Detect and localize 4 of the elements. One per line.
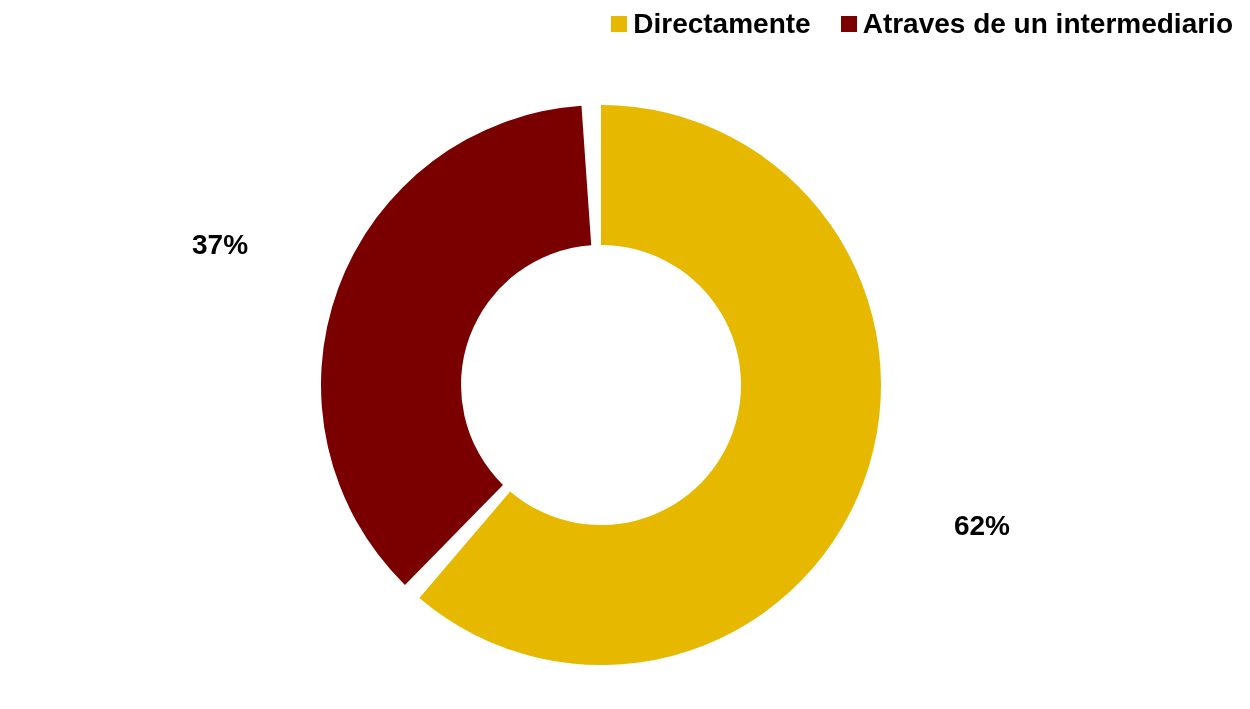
data-label: 37% (192, 229, 249, 261)
legend-label: Atraves de un intermediario (861, 8, 1233, 40)
legend-label: Directamente (632, 8, 811, 40)
data-label: 62% (953, 509, 1011, 541)
